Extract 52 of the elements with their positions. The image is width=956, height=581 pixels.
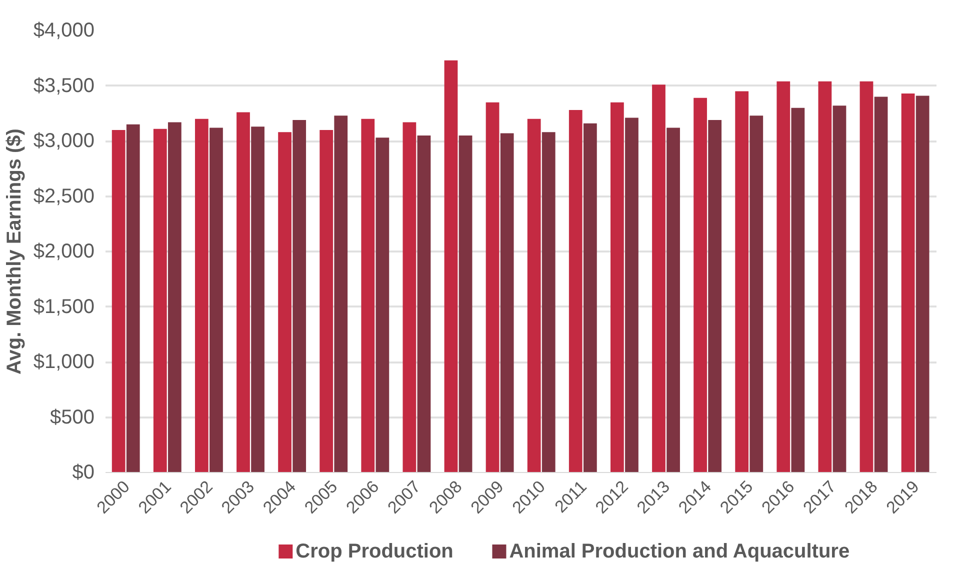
bar <box>486 102 500 472</box>
bar <box>818 81 832 472</box>
bar <box>916 96 930 472</box>
bar <box>251 126 264 472</box>
bar <box>361 118 375 472</box>
bar <box>500 133 514 472</box>
bar <box>542 132 556 472</box>
bar <box>776 81 790 472</box>
bar <box>750 116 764 472</box>
bar <box>417 135 431 472</box>
bar <box>708 120 722 472</box>
bar <box>444 60 458 472</box>
bar <box>320 130 334 472</box>
bar <box>376 138 390 472</box>
y-axis-title: Avg. Monthly Earnings ($) <box>3 128 26 374</box>
y-tick-label: $500 <box>50 406 95 428</box>
bar <box>153 128 167 472</box>
bar <box>126 124 140 472</box>
bar <box>458 135 472 472</box>
bar <box>901 93 915 472</box>
y-tick-label: $0 <box>72 462 95 484</box>
bar <box>278 132 292 472</box>
bar <box>210 128 223 472</box>
y-tick-label: $1,500 <box>33 296 94 318</box>
bar <box>236 112 250 472</box>
bar <box>666 128 680 472</box>
y-tick-label: $2,000 <box>33 240 94 262</box>
bar <box>694 98 707 472</box>
bar <box>791 108 805 472</box>
bar <box>583 123 597 472</box>
bar <box>832 106 846 472</box>
legend-label: Animal Production and Aquaculture <box>509 540 850 562</box>
bar <box>112 130 126 472</box>
bar <box>652 84 666 472</box>
bar <box>735 91 749 472</box>
bar <box>334 116 348 472</box>
y-tick-label: $4,000 <box>33 20 94 42</box>
y-tick-label: $3,500 <box>33 74 94 97</box>
legend-label: Crop Production <box>296 540 454 562</box>
bar <box>527 118 541 472</box>
bar <box>292 120 306 472</box>
y-tick-label: $3,000 <box>33 130 94 152</box>
y-tick-label: $1,000 <box>33 351 94 373</box>
bar <box>610 102 624 472</box>
bar <box>568 110 582 472</box>
bar <box>625 118 638 472</box>
bar <box>874 96 888 472</box>
bar <box>402 122 416 472</box>
y-tick-label: $2,500 <box>33 185 94 208</box>
bar <box>860 81 874 472</box>
bar <box>168 122 182 472</box>
bar <box>195 118 208 472</box>
